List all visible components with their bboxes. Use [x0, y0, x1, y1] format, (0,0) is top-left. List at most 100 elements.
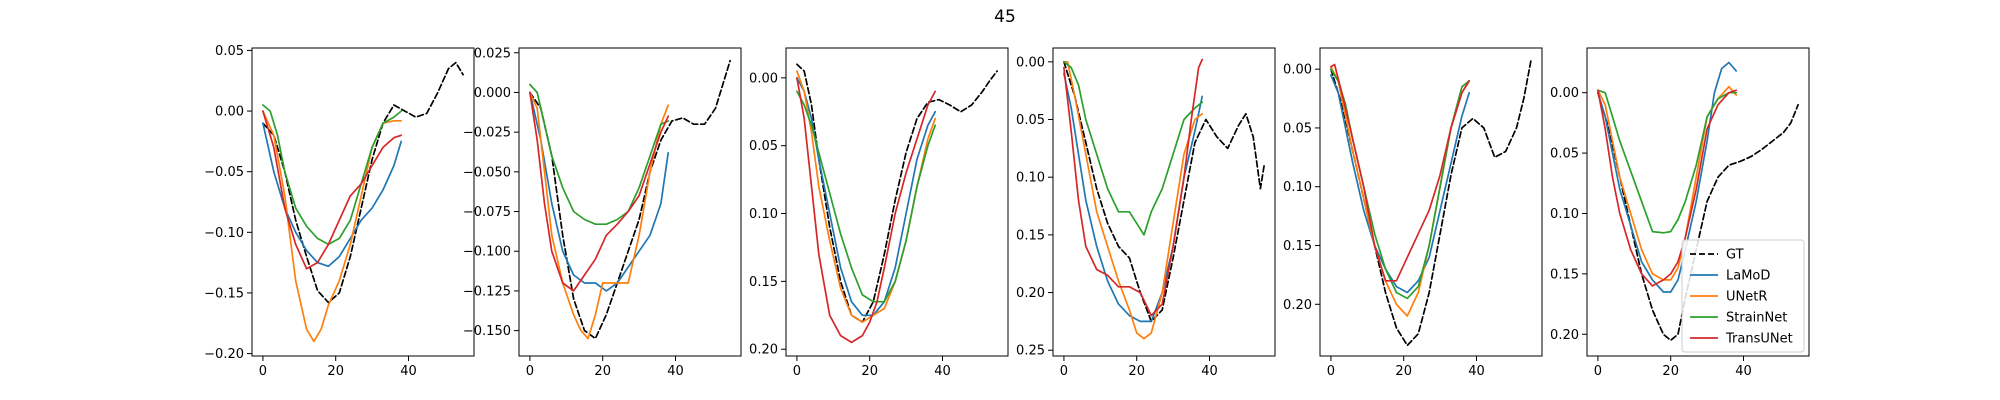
x-tick-label: 0 [259, 364, 267, 379]
x-tick-label: 0 [1327, 364, 1335, 379]
series-line-strainnet [1330, 68, 1471, 300]
y-tick-label: 0.25 [1016, 344, 1045, 359]
x-tick-label: 40 [1201, 364, 1218, 379]
x-tick-label: 20 [327, 364, 344, 379]
y-tick-label: 0.00 [749, 71, 778, 86]
chart-panel-1: 0 20 40 0.05 0.00 −0.05 −0.10 −0.15 −0.20 [204, 44, 475, 379]
legend-item: LaMoD [1690, 269, 1770, 284]
y-tick-label: 0.00 [1550, 86, 1579, 101]
legend-label: UNetR [1726, 290, 1767, 305]
series-line-transunet [1063, 58, 1204, 317]
legend-item: StrainNet [1690, 311, 1787, 326]
series-line-unetr [262, 110, 403, 343]
series-line-unetr [1330, 65, 1471, 317]
y-tick-label: −0.025 [463, 126, 511, 141]
legend-item: TransUNet [1690, 332, 1793, 347]
series-line-gt [1063, 60, 1265, 323]
x-tick-label: 40 [667, 364, 684, 379]
y-tick-label: −0.100 [463, 245, 511, 260]
x-tick-label: 20 [594, 364, 611, 379]
y-tick-label: −0.05 [204, 165, 244, 180]
x-tick-label: 0 [1060, 364, 1068, 379]
y-tick-label: 0.20 [1283, 298, 1312, 313]
plot-frame [785, 47, 1009, 357]
y-tick-label: 0.10 [1283, 180, 1312, 195]
chart-panel-3: 0 20 40 0.00 0.05 0.10 0.15 0.20 [749, 47, 1009, 379]
x-tick-label: 40 [1468, 364, 1485, 379]
series-line-lamod [1330, 74, 1471, 294]
chart-panel-2: 0 20 40 0.025 0.000 −0.025 −0.050 −0.075 −0.100 −… [463, 46, 742, 379]
plot-frame [518, 47, 742, 357]
series-line-transunet [1597, 89, 1738, 287]
x-tick-label: 0 [526, 364, 534, 379]
chart-panel-4: 0 20 40 0.00 0.05 0.10 0.15 0.20 0.25 [1016, 47, 1276, 379]
chart-panel-5: 0 20 40 0.00 0.05 0.10 0.15 0.20 [1283, 47, 1543, 379]
y-tick-label: −0.150 [463, 324, 511, 339]
plot-frame [1586, 47, 1810, 357]
y-tick-label: −0.125 [463, 284, 511, 299]
legend-label: LaMoD [1726, 269, 1770, 284]
x-tick-label: 40 [1735, 364, 1752, 379]
series-line-gt [529, 59, 731, 340]
y-tick-label: 0.10 [1550, 207, 1579, 222]
series-line-strainnet [1063, 60, 1204, 236]
y-tick-label: 0.05 [1283, 121, 1312, 136]
y-tick-label: −0.10 [204, 226, 244, 241]
series-line-strainnet [262, 104, 403, 246]
y-tick-label: 0.20 [1016, 286, 1045, 301]
y-tick-label: 0.20 [749, 343, 778, 358]
y-tick-label: 0.000 [474, 86, 511, 101]
y-tick-label: 0.15 [749, 275, 778, 290]
series-line-strainnet [796, 90, 937, 303]
legend-label: TransUNet [1725, 332, 1793, 347]
series-line-unetr [529, 91, 670, 340]
legend: GT LaMoD UNetR StrainNet TransUNet [1681, 239, 1805, 353]
series-line-unetr [1063, 60, 1204, 340]
series-line-lamod [1597, 61, 1738, 293]
series-line-lamod [262, 122, 403, 268]
legend-item: GT [1690, 248, 1744, 263]
plot-frame [1319, 47, 1543, 357]
legend-box [1681, 239, 1805, 353]
y-tick-label: −0.050 [463, 165, 511, 180]
plot-frame [1052, 47, 1276, 357]
series-line-transunet [529, 91, 670, 292]
legend-label: GT [1726, 248, 1744, 263]
x-tick-label: 0 [1594, 364, 1602, 379]
x-tick-label: 20 [1128, 364, 1145, 379]
series-line-transunet [262, 110, 403, 270]
y-tick-label: 0.05 [1016, 113, 1045, 128]
figure-title: 45 [994, 7, 1016, 27]
legend-label: StrainNet [1726, 311, 1787, 326]
plot-frame [251, 47, 475, 357]
y-tick-label: −0.20 [204, 347, 244, 362]
series-line-transunet [796, 77, 937, 344]
x-tick-label: 20 [861, 364, 878, 379]
y-tick-label: 0.10 [749, 207, 778, 222]
x-tick-label: 40 [400, 364, 417, 379]
x-tick-label: 20 [1662, 364, 1679, 379]
y-tick-label: 0.025 [474, 46, 511, 61]
y-tick-label: 0.10 [1016, 171, 1045, 186]
y-tick-label: 0.05 [1550, 147, 1579, 162]
y-tick-label: 0.20 [1550, 328, 1579, 343]
series-line-lamod [529, 91, 670, 292]
legend-item: UNetR [1690, 290, 1767, 305]
y-tick-label: 0.05 [749, 139, 778, 154]
y-tick-label: 0.15 [1550, 267, 1579, 282]
series-line-strainnet [1597, 89, 1738, 234]
y-tick-label: −0.15 [204, 286, 244, 301]
y-tick-label: 0.15 [1016, 228, 1045, 243]
y-tick-label: 0.00 [1283, 63, 1312, 78]
y-tick-label: 0.00 [1016, 55, 1045, 70]
x-tick-label: 0 [793, 364, 801, 379]
series-line-transunet [1330, 63, 1471, 282]
y-tick-label: 0.05 [215, 44, 244, 59]
series-line-gt [796, 63, 998, 323]
series-line-gt [262, 61, 464, 304]
series-line-strainnet [529, 83, 670, 226]
x-tick-label: 20 [1395, 364, 1412, 379]
y-tick-label: 0.15 [1283, 239, 1312, 254]
x-tick-label: 40 [934, 364, 951, 379]
